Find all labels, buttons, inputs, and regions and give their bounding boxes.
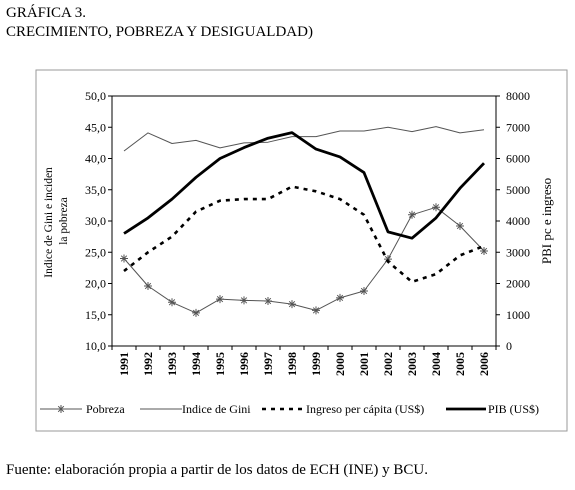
y-tick-label-right: 7000	[506, 120, 530, 134]
y-tick-label-left: 30,0	[85, 214, 106, 228]
x-axis: 1991 1992 1993 1994 1995 1996 1997 1998 1999 2000…	[111, 346, 497, 376]
source-note: Fuente: elaboración propia a partir de l…	[6, 462, 428, 478]
x-tick-label: 1998	[285, 352, 299, 376]
x-tick-label: 1995	[213, 352, 227, 376]
legend: Pobreza Indice de Gini Ingreso per cápita …	[40, 402, 539, 416]
x-tick-label: 1994	[189, 352, 203, 376]
legend-label: PIB (US$)	[488, 402, 539, 416]
figure-label: GRÁFICA 3.	[6, 5, 87, 21]
y-tick-label-right: 2000	[506, 277, 530, 291]
right-axis: 0 1000 2000 3000 4000 5000 6000 7000 8000	[496, 89, 530, 353]
x-tick-label: 2006	[477, 352, 491, 376]
y-tick-label-right: 3000	[506, 245, 530, 259]
legend-label: Ingreso per cápita (US$)	[306, 402, 424, 416]
y-tick-label-left: 40,0	[85, 152, 106, 166]
data-point	[456, 222, 464, 230]
y-tick-label-left: 15,0	[85, 308, 106, 322]
data-point	[120, 254, 128, 263]
y-tick-label-right: 0	[506, 339, 512, 353]
y-tick-label-left: 50,0	[85, 89, 106, 103]
y-axis-label-right: PBI pc e ingreso	[539, 178, 554, 264]
y-tick-label-left: 25,0	[85, 245, 106, 259]
data-point	[264, 297, 272, 305]
data-point	[432, 203, 440, 212]
legend-item: Indice de Gini	[140, 402, 251, 416]
y-axis-label-left-line2: la pobreza	[58, 197, 70, 245]
x-tick-label: 1991	[117, 352, 131, 376]
y-tick-label-left: 10,0	[85, 339, 106, 353]
y-tick-label-left: 20,0	[85, 277, 106, 291]
figure-subtitle: CRECIMIENTO, POBREZA Y DESIGUALDAD)	[6, 24, 313, 40]
legend-item: Ingreso per cápita (US$)	[262, 402, 424, 416]
series-group	[120, 126, 488, 317]
y-axis-label-left-line1: Indice de Gini e inciden	[43, 167, 55, 278]
y-tick-label-left: 45,0	[85, 120, 106, 134]
series-line	[123, 131, 486, 240]
y-tick-label-right: 6000	[506, 152, 530, 166]
data-point	[408, 210, 416, 219]
y-tick-label-left: 35,0	[85, 183, 106, 197]
x-tick-label: 1992	[141, 352, 155, 376]
x-tick-label: 2005	[453, 352, 467, 376]
data-point	[192, 308, 200, 317]
data-point	[360, 287, 368, 295]
x-tick-label: 1997	[261, 352, 275, 376]
plot-area	[111, 95, 497, 347]
y-tick-label-right: 1000	[506, 308, 530, 322]
data-point	[216, 295, 224, 304]
data-point	[240, 296, 248, 305]
data-point	[312, 306, 320, 315]
figure-heading: GRÁFICA 3. CRECIMIENTO, POBREZA Y DESIGU…	[6, 4, 313, 42]
data-point	[288, 300, 296, 309]
y-tick-label-right: 4000	[506, 214, 530, 228]
x-tick-label: 1996	[237, 352, 251, 376]
left-axis: 10,0 15,0 20,0 25,0 30,0 35,0 40,0 45,0 50,0	[85, 89, 112, 353]
data-point	[168, 298, 176, 307]
x-tick-label: 2000	[333, 352, 347, 376]
x-tick-label: 2002	[381, 352, 395, 376]
legend-label: Pobreza	[86, 402, 125, 416]
x-tick-label: 1999	[309, 352, 323, 376]
series-line	[123, 206, 485, 314]
y-tick-label-right: 8000	[506, 89, 530, 103]
data-point	[384, 255, 392, 264]
y-tick-label-right: 5000	[506, 183, 530, 197]
data-point	[144, 282, 152, 290]
series-line	[123, 185, 485, 284]
chart-frame	[35, 69, 568, 432]
legend-item: PIB (US$)	[446, 402, 539, 416]
legend-label: Indice de Gini	[182, 402, 251, 416]
x-tick-label: 2001	[357, 352, 371, 376]
legend-item: Pobreza	[40, 402, 125, 416]
x-tick-label: 1993	[165, 352, 179, 376]
data-point	[336, 293, 344, 302]
series-line	[123, 126, 485, 152]
y-axis-label-left: Indice de Gini e inciden la pobreza	[43, 164, 70, 277]
x-tick-label: 2003	[405, 352, 419, 376]
data-point	[480, 247, 488, 255]
x-tick-label: 2004	[429, 352, 443, 376]
data-point	[57, 405, 65, 413]
